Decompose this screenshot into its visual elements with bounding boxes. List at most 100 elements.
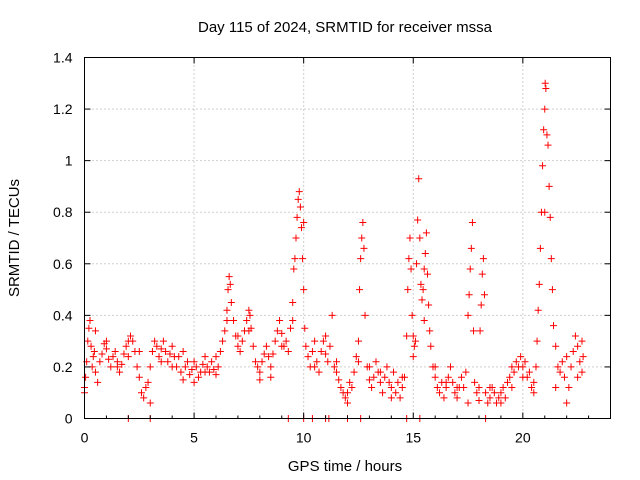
data-point: [447, 363, 455, 371]
data-point: [571, 332, 579, 340]
data-point: [278, 342, 286, 350]
data-point: [107, 363, 115, 371]
data-point: [576, 358, 584, 366]
data-point: [471, 378, 479, 386]
data-point: [294, 195, 302, 203]
data-point: [226, 280, 234, 288]
x-tick-label: 20: [515, 430, 531, 446]
data-point: [216, 347, 224, 355]
data-point: [541, 208, 549, 216]
data-point: [245, 327, 253, 335]
data-point: [508, 363, 516, 371]
data-point: [539, 162, 547, 170]
data-point: [473, 389, 481, 397]
data-point: [164, 358, 172, 366]
data-point: [453, 394, 461, 402]
data-point: [475, 384, 483, 392]
x-tick-label: 15: [405, 430, 421, 446]
data-point: [521, 358, 529, 366]
data-point: [350, 368, 358, 376]
data-point: [542, 84, 550, 92]
data-point: [546, 213, 554, 221]
data-point: [535, 280, 543, 288]
data-point: [379, 389, 387, 397]
data-point: [341, 394, 349, 402]
data-point: [536, 244, 544, 252]
data-point: [265, 353, 273, 361]
data-point: [260, 350, 268, 358]
data-point: [212, 353, 220, 361]
data-point: [328, 311, 336, 319]
data-point: [387, 394, 395, 402]
data-point: [409, 332, 417, 340]
data-point: [403, 332, 411, 340]
data-point: [352, 353, 360, 361]
data-point: [465, 291, 473, 299]
data-point: [486, 394, 494, 402]
data-point: [442, 378, 450, 386]
y-tick-label: 1.2: [53, 101, 73, 117]
y-tick-label: 0.8: [53, 204, 73, 220]
data-point: [554, 363, 562, 371]
data-point: [284, 347, 292, 355]
data-point: [155, 353, 163, 361]
data-point: [230, 317, 238, 325]
data-point: [190, 358, 198, 366]
data-point: [344, 399, 351, 407]
data-point: [162, 347, 170, 355]
data-point: [426, 327, 434, 335]
data-point: [470, 327, 478, 335]
data-point: [385, 378, 393, 386]
data-point: [431, 373, 439, 381]
data-point: [111, 347, 119, 355]
x-tick-label: 5: [190, 430, 198, 446]
data-point: [460, 384, 468, 392]
data-point: [203, 363, 211, 371]
data-point: [94, 378, 102, 386]
data-point: [506, 373, 514, 381]
data-point: [98, 350, 106, 358]
data-point: [528, 384, 536, 392]
data-point: [578, 368, 586, 376]
data-point: [365, 363, 373, 371]
data-point: [510, 368, 518, 376]
data-point: [548, 286, 556, 294]
data-point: [256, 368, 264, 376]
data-point: [569, 347, 577, 355]
data-point: [550, 322, 558, 330]
data-point: [199, 360, 207, 368]
data-point: [417, 280, 425, 288]
data-point: [444, 373, 452, 381]
data-point: [175, 353, 183, 361]
data-point: [137, 389, 145, 397]
data-point: [476, 327, 484, 335]
data-point: [477, 301, 485, 309]
data-point: [361, 311, 369, 319]
data-point: [333, 368, 341, 376]
data-point: [251, 358, 259, 366]
data-point: [201, 353, 209, 361]
data-point: [319, 337, 327, 345]
data-point: [414, 216, 422, 224]
data-point: [558, 358, 566, 366]
data-point: [308, 347, 316, 355]
data-point: [249, 342, 257, 350]
data-points: [81, 79, 587, 422]
data-point: [482, 389, 490, 397]
data-point: [376, 378, 384, 386]
data-point: [475, 396, 483, 404]
data-point: [519, 373, 527, 381]
y-tick-label: 0: [65, 411, 73, 427]
data-point: [227, 298, 235, 306]
data-point: [87, 342, 95, 350]
data-point: [168, 363, 176, 371]
data-point: [337, 384, 345, 392]
data-point: [224, 286, 232, 294]
data-point: [300, 286, 308, 294]
data-point: [311, 337, 319, 345]
data-point: [296, 203, 304, 211]
data-point: [416, 234, 424, 242]
data-point: [144, 378, 152, 386]
data-point: [287, 324, 295, 332]
y-tick-label: 1: [65, 153, 73, 169]
